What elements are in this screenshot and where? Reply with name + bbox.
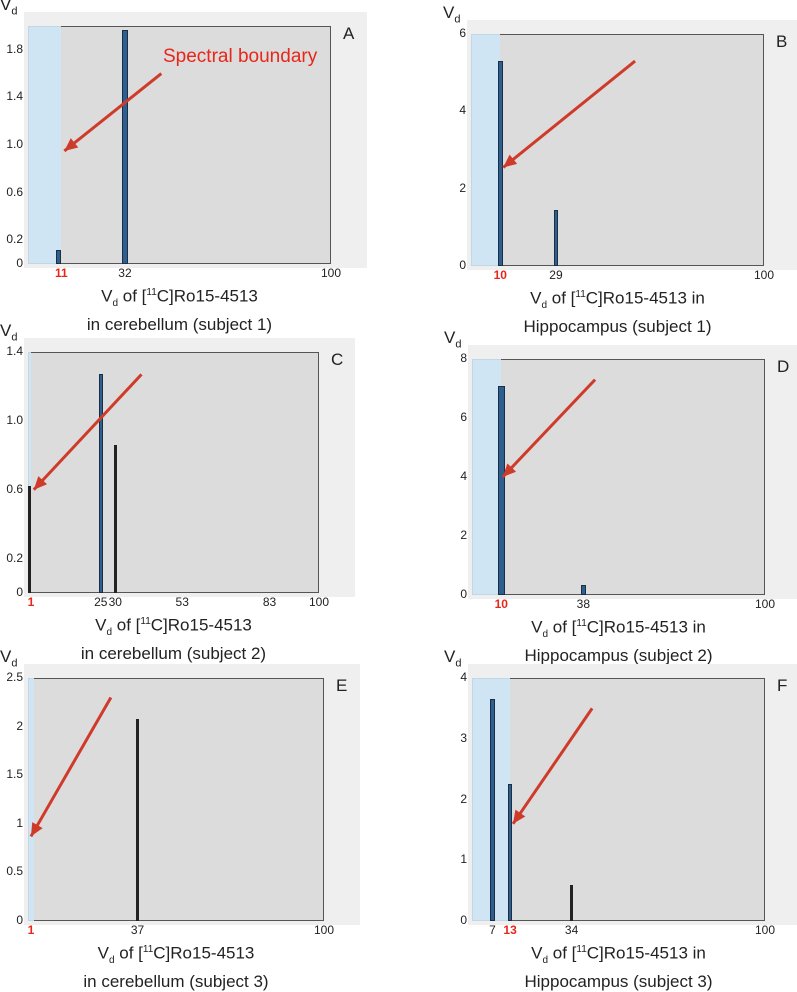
spectral-boundary-annotation: Spectral boundary [163, 46, 317, 68]
arrow-shaft [513, 708, 592, 823]
arrow-head [513, 810, 525, 824]
